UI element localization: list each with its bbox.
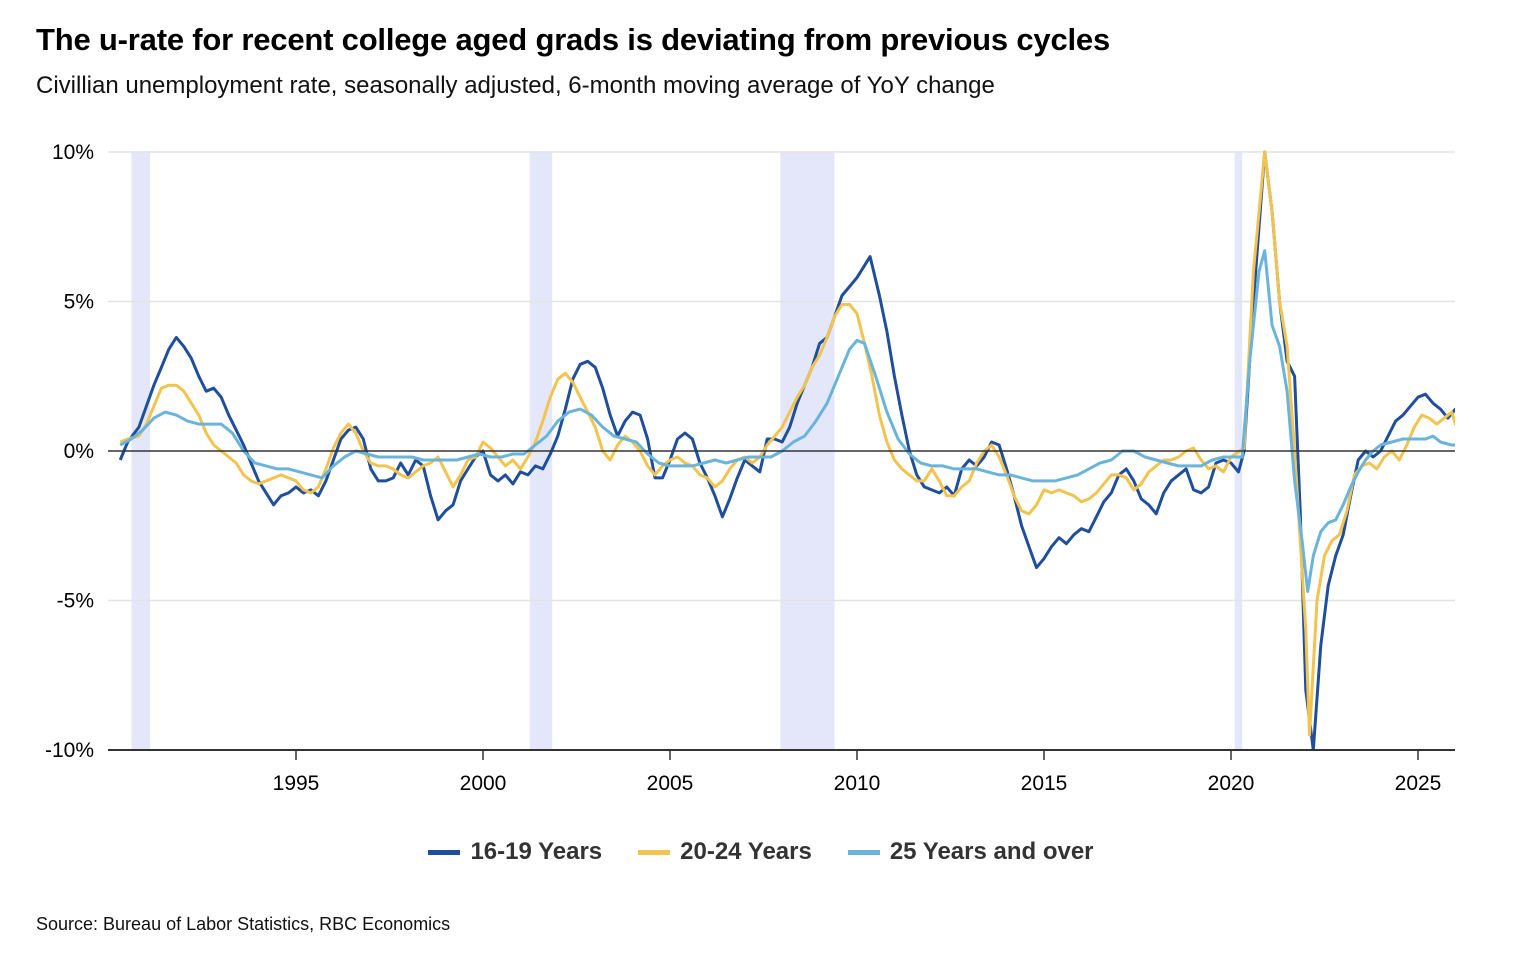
x-tick-label: 2020 [1208,772,1255,795]
x-tick-label: 2010 [834,772,881,795]
x-tick-label: 2025 [1395,772,1442,795]
series-line-25-years-and-over [119,249,1455,593]
legend-swatch-20-24 [638,849,671,855]
y-tick-label: 5% [64,291,94,314]
chart-subtitle: Civillian unemployment rate, seasonally … [36,72,995,99]
series-line-16-19-years [118,150,1455,750]
y-tick-label: -5% [57,590,94,613]
axes: 10% 5% 0% -5% -10% 1995 2000 2005 2010 2015 2020 20… [45,141,1455,795]
y-tick-label: 10% [52,141,94,164]
chart-title: The u-rate for recent college aged grads… [36,22,1110,57]
legend-item-25-over[interactable]: 25 Years and over [847,838,1094,866]
y-tick-label: 0% [64,440,94,463]
x-tick-label: 2005 [647,772,694,795]
legend-item-20-24[interactable]: 20-24 Years [638,838,812,866]
y-tick-label: -10% [45,739,94,762]
source-note: Source: Bureau of Labor Statistics, RBC … [36,914,451,934]
line-chart: 10% 5% 0% -5% -10% 1995 2000 2005 2010 2015 2020 20… [45,141,1455,795]
legend-swatch-16-19 [428,849,461,855]
series-line-20-24-years [119,150,1455,737]
gridlines [108,151,1455,602]
legend-label-20-24: 20-24 Years [680,838,812,865]
series-lines [118,150,1455,750]
legend-label-16-19: 16-19 Years [470,838,603,865]
x-tick-label: 2015 [1021,772,1068,795]
x-tick-label: 1995 [273,772,320,795]
legend-item-16-19[interactable]: 16-19 Years [428,838,602,866]
x-tick-label: 2000 [460,772,507,795]
legend: 16-19 Years 20-24 Years 25 Years and ove… [0,838,1522,866]
legend-label-25-over: 25 Years and over [889,838,1094,865]
legend-swatch-25-over [847,849,880,855]
